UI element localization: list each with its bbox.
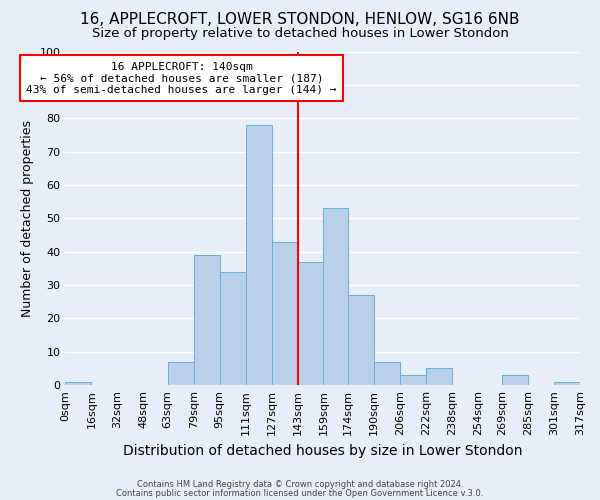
Text: Contains HM Land Registry data © Crown copyright and database right 2024.: Contains HM Land Registry data © Crown c…: [137, 480, 463, 489]
Text: 16, APPLECROFT, LOWER STONDON, HENLOW, SG16 6NB: 16, APPLECROFT, LOWER STONDON, HENLOW, S…: [80, 12, 520, 28]
Bar: [194, 255, 220, 385]
Bar: [426, 368, 452, 385]
Bar: [554, 382, 580, 385]
Text: Size of property relative to detached houses in Lower Stondon: Size of property relative to detached ho…: [92, 28, 508, 40]
Bar: [323, 208, 348, 385]
Text: 16 APPLECROFT: 140sqm
← 56% of detached houses are smaller (187)
43% of semi-det: 16 APPLECROFT: 140sqm ← 56% of detached …: [26, 62, 337, 94]
Bar: [348, 295, 374, 385]
Bar: [272, 242, 298, 385]
Bar: [502, 375, 528, 385]
Bar: [167, 362, 194, 385]
Bar: [65, 382, 91, 385]
Bar: [220, 272, 245, 385]
Bar: [298, 262, 323, 385]
Bar: [374, 362, 400, 385]
Bar: [400, 375, 426, 385]
Bar: [245, 125, 272, 385]
Text: Contains public sector information licensed under the Open Government Licence v.: Contains public sector information licen…: [116, 488, 484, 498]
X-axis label: Distribution of detached houses by size in Lower Stondon: Distribution of detached houses by size …: [123, 444, 523, 458]
Y-axis label: Number of detached properties: Number of detached properties: [21, 120, 34, 317]
